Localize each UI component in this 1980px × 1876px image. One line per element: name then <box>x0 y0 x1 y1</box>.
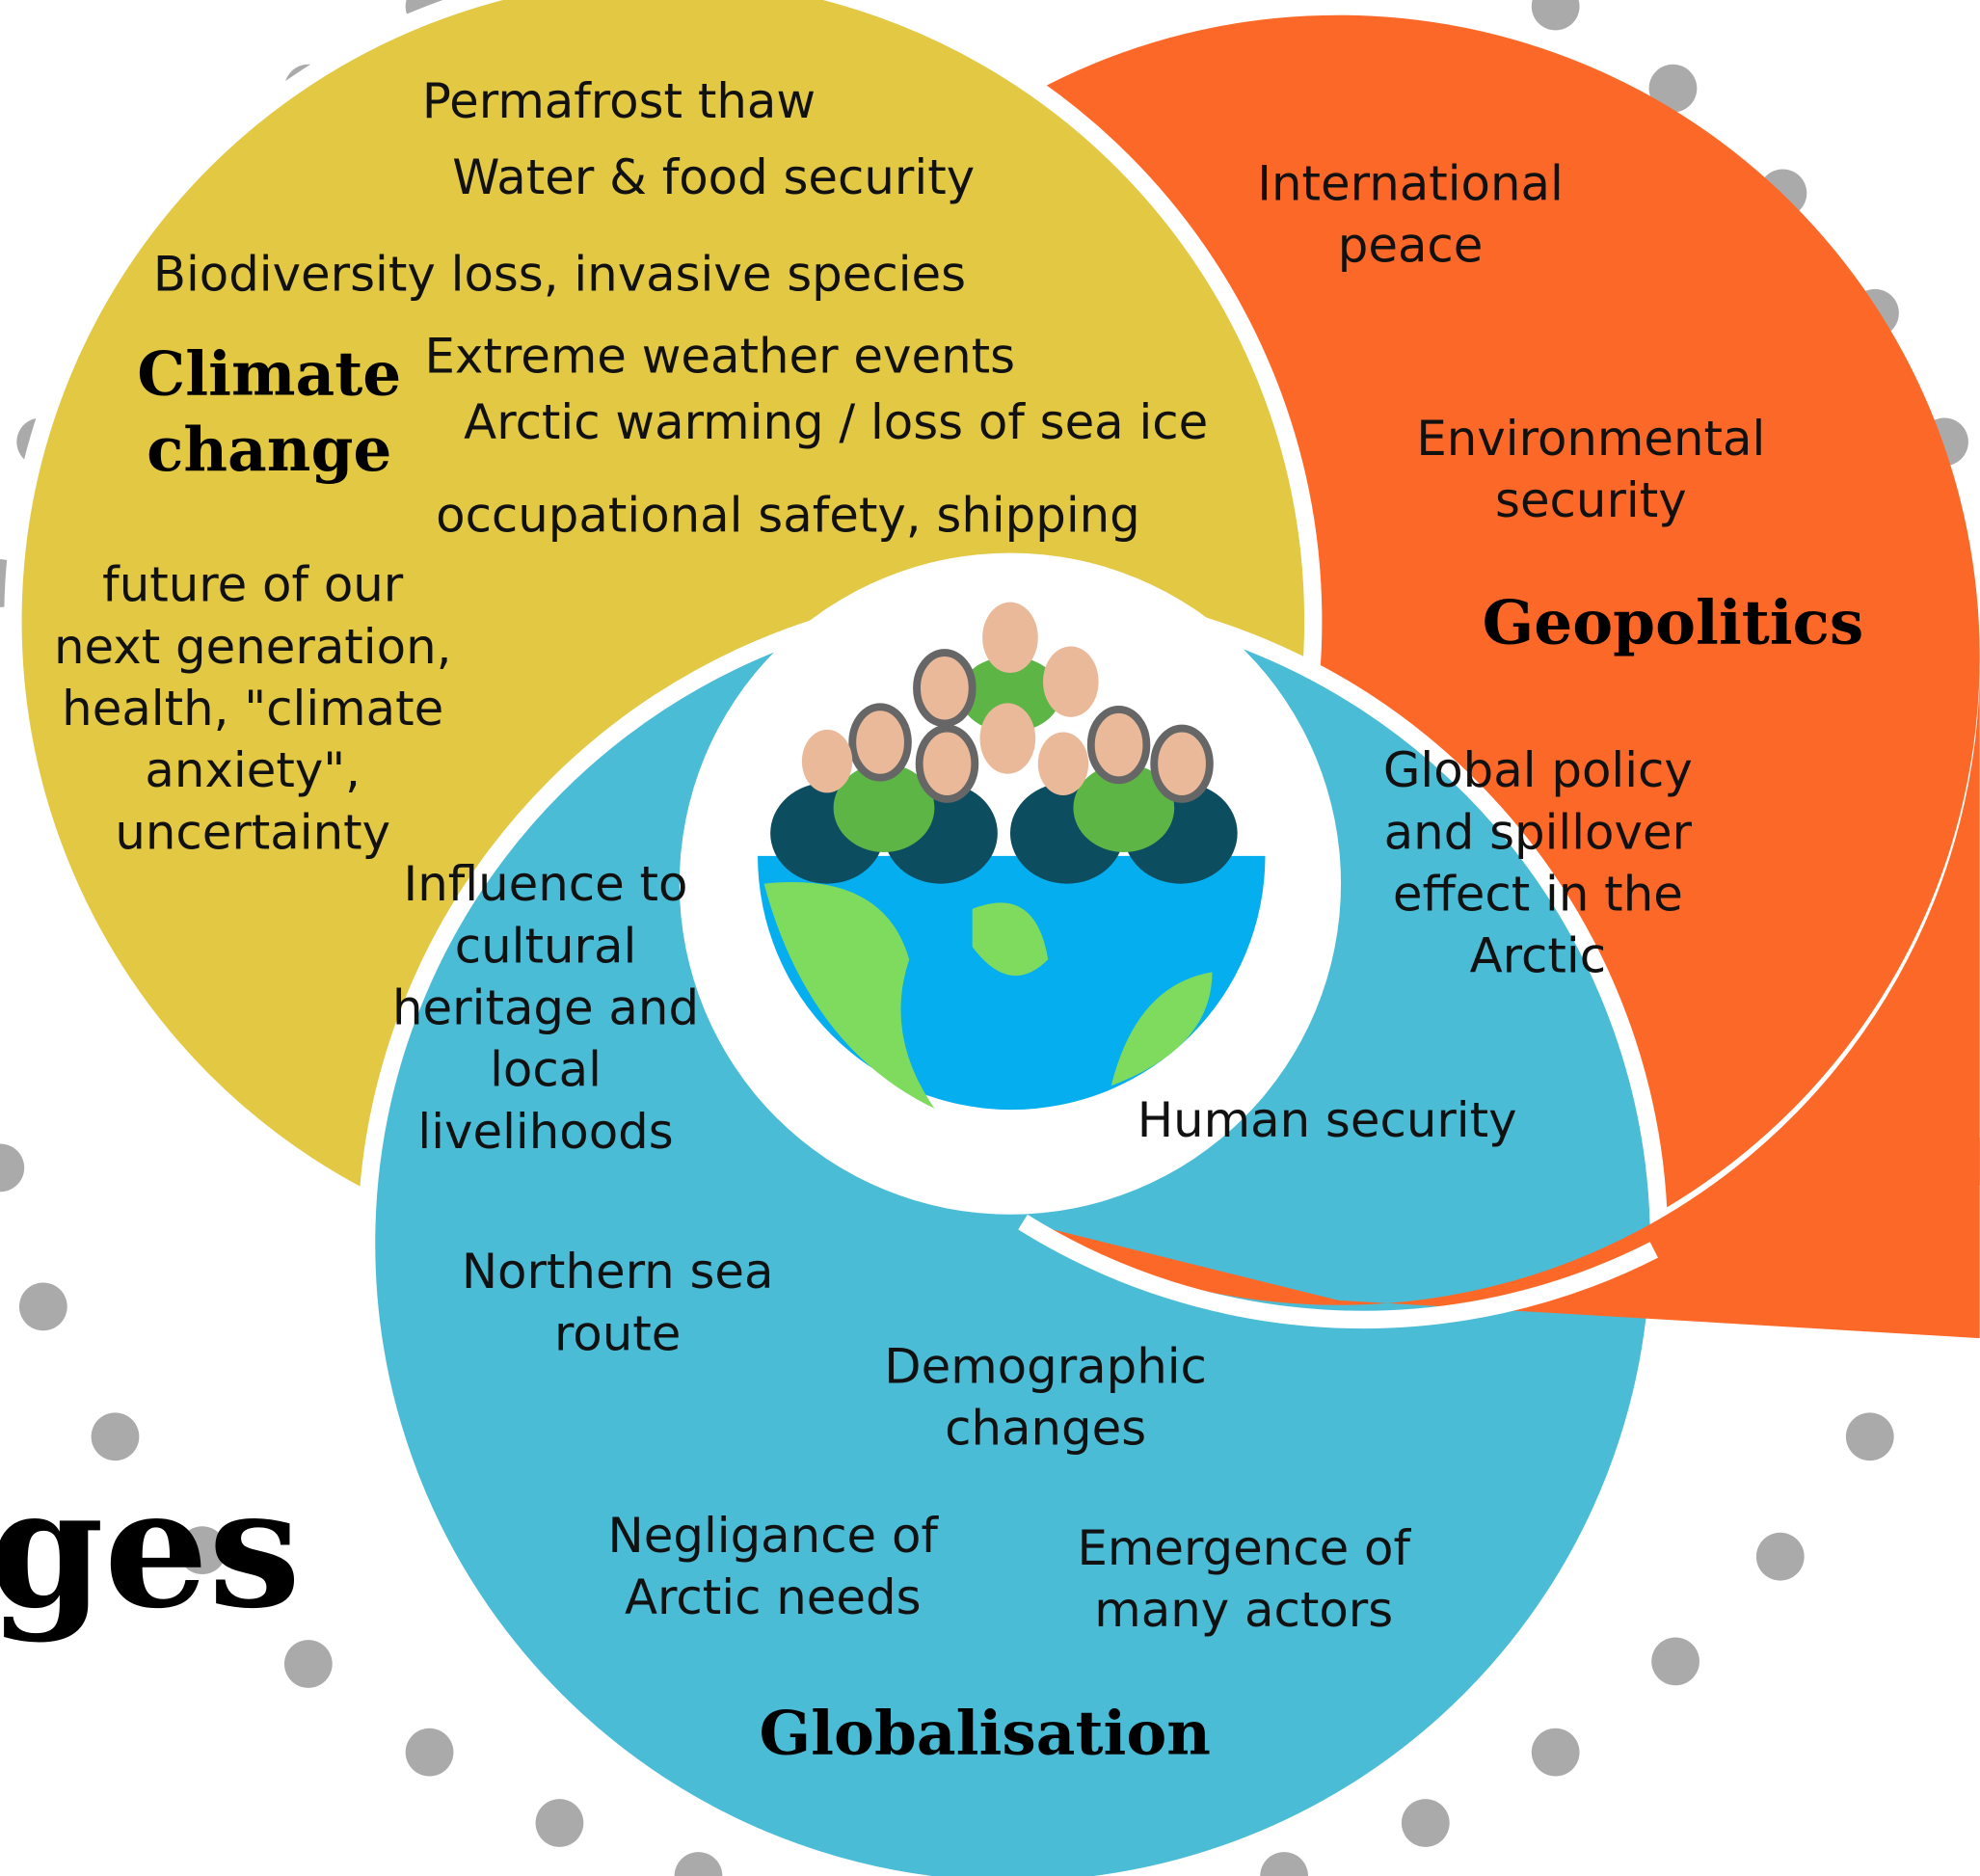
item-text: changes <box>945 1401 1146 1457</box>
item-text: cultural <box>455 918 637 974</box>
section-title: Geopolitics <box>1483 586 1864 657</box>
item-text: Arctic warming / loss of sea ice <box>464 394 1208 450</box>
geopolitics-overlap <box>1023 656 1980 1339</box>
item-text: next generation, <box>54 619 451 675</box>
item-text: anxiety", <box>145 742 361 798</box>
item-text: Emergence of <box>1077 1520 1411 1576</box>
item-text: Arctic needs <box>625 1569 922 1625</box>
item-text: Extreme weather events <box>424 329 1015 385</box>
separator <box>1018 1214 1658 1329</box>
section-title: change <box>147 414 391 485</box>
item-text: Negligance of <box>608 1508 940 1564</box>
item-text: occupational safety, shipping <box>436 488 1140 544</box>
item-text: uncertainty <box>115 804 390 860</box>
item-text: Global policy <box>1383 742 1693 798</box>
item-text: security <box>1495 472 1687 528</box>
item-text: Water & food security <box>452 149 975 205</box>
item-text: future of our <box>102 557 404 613</box>
section-title: Globalisation <box>760 1698 1211 1769</box>
item-text: effect in the <box>1393 867 1683 923</box>
item-text: route <box>554 1305 681 1361</box>
item-text: livelihoods <box>417 1104 673 1160</box>
item-text: Human security <box>1137 1092 1517 1148</box>
item-text: International <box>1257 155 1564 211</box>
item-text: many actors <box>1094 1582 1393 1638</box>
item-text: Influence to <box>404 856 688 912</box>
item-text: Environmental <box>1416 411 1765 467</box>
item-text: Northern sea <box>462 1244 774 1300</box>
item-text: heritage and <box>392 979 699 1035</box>
item-text: Permafrost thaw <box>422 73 816 129</box>
people-globe-icon <box>758 602 1266 1111</box>
item-text: Arctic <box>1470 928 1606 984</box>
title-fragment: ages <box>0 1453 301 1646</box>
section-title: Climate <box>137 337 401 409</box>
item-text: peace <box>1338 217 1484 273</box>
item-text: Biodiversity loss, invasive species <box>153 247 966 303</box>
item-text: health, "climate <box>62 681 443 737</box>
item-text: Demographic <box>884 1338 1207 1394</box>
item-text: local <box>490 1042 602 1098</box>
item-text: and spillover <box>1384 804 1693 860</box>
